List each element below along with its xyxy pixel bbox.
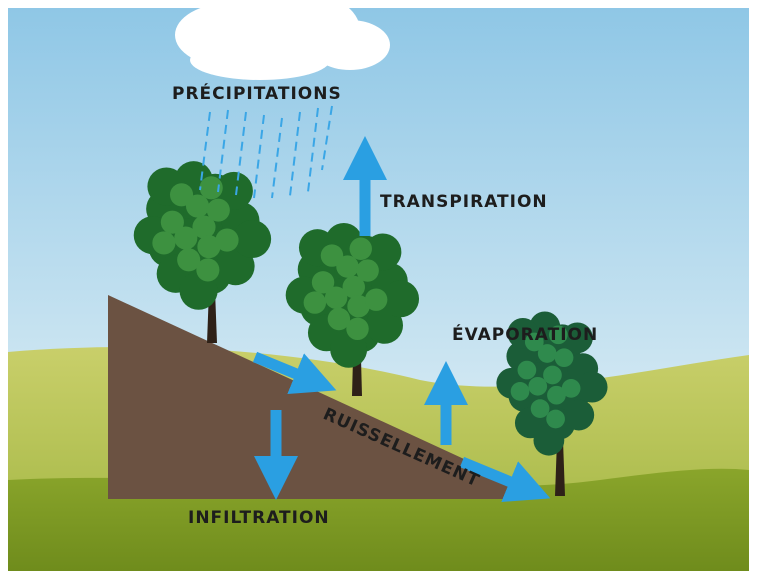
tree-leaves <box>350 238 372 260</box>
tree-leaves <box>233 220 271 258</box>
page: PRÉCIPITATIONS TRANSPIRATION ÉVAPORATION… <box>0 0 757 579</box>
tree-leaves <box>533 425 564 456</box>
tree-leaves <box>304 291 326 313</box>
tree-leaves <box>161 211 184 234</box>
tree-leaves <box>365 288 387 310</box>
tree-leaves <box>546 410 565 429</box>
tree-leaves <box>215 228 238 251</box>
label-infiltration: INFILTRATION <box>188 508 330 528</box>
label-transpiration: TRANSPIRATION <box>380 192 548 212</box>
cloud-puff <box>190 40 330 80</box>
tree-leaves <box>555 348 574 367</box>
tree-leaves <box>518 361 537 380</box>
tree-leaves <box>563 400 594 431</box>
tree-leaves <box>562 379 581 398</box>
tree-leaves <box>382 280 419 317</box>
tree-leaves <box>346 318 368 340</box>
tree-leaves <box>152 231 175 254</box>
tree-leaves <box>511 382 530 401</box>
tree-leaves <box>528 377 547 396</box>
tree-leaves <box>312 271 334 293</box>
tree-leaves <box>207 199 230 222</box>
label-precipitations: PRÉCIPITATIONS <box>172 82 342 104</box>
tree-leaves <box>543 366 562 385</box>
tree-leaves <box>577 372 608 403</box>
tree-leaves <box>170 183 193 206</box>
tree-leaves <box>196 258 219 281</box>
label-evaporation: ÉVAPORATION <box>452 323 598 345</box>
tree-leaves <box>531 399 550 418</box>
diagram: PRÉCIPITATIONS TRANSPIRATION ÉVAPORATION… <box>0 0 757 579</box>
tree-leaves <box>356 259 378 281</box>
tree-leaves <box>321 244 343 266</box>
